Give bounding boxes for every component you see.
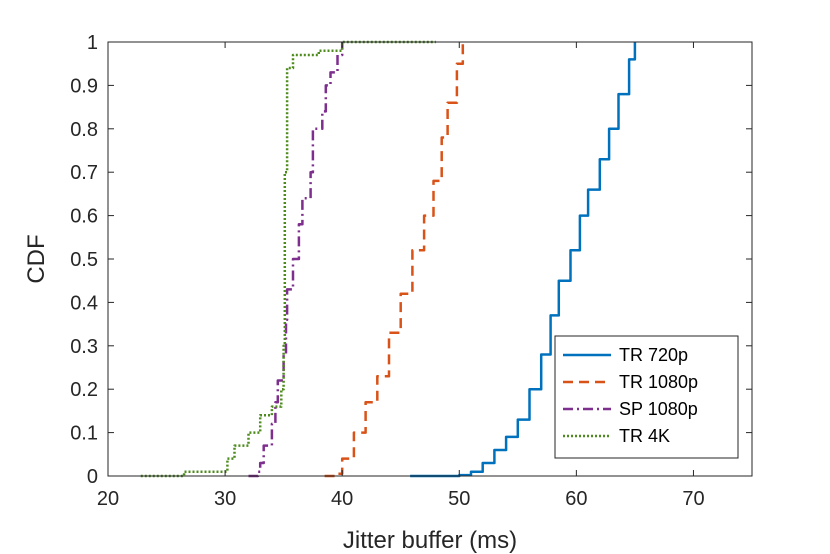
y-tick-label: 0.6 (70, 206, 98, 228)
x-axis-label: Jitter buffer (ms) (343, 527, 517, 554)
legend-label: SP 1080p (619, 399, 698, 419)
series-layer (140, 40, 637, 478)
y-tick-label: 0.4 (70, 292, 98, 314)
y-tick-label: 0.7 (70, 162, 98, 184)
y-tick-label: 0.2 (70, 379, 98, 401)
legend-label: TR 4K (619, 426, 670, 446)
x-tick-label: 30 (214, 488, 236, 510)
y-tick-label: 1 (87, 32, 98, 54)
x-tick-label: 40 (331, 488, 353, 510)
y-tick-label: 0 (87, 466, 98, 488)
x-tick-label: 20 (97, 488, 119, 510)
legend: TR 720p TR 1080p SP 1080p TR 4K (554, 335, 739, 459)
series-line-2 (248, 42, 344, 478)
axes-layer: 20 30 40 50 60 70 0 0.1 0.2 0.3 0.4 0.5 0.6 0.7 0.8 0.9… (70, 32, 753, 510)
x-tick-label: 70 (682, 488, 704, 510)
x-tick-label: 60 (565, 488, 587, 510)
series-line-3 (140, 40, 436, 478)
legend-box (554, 335, 739, 459)
legend-label: TR 1080p (619, 372, 698, 392)
y-tick-label: 0.8 (70, 119, 98, 141)
y-axis-label: CDF (23, 234, 50, 283)
legend-label: TR 720p (619, 345, 688, 365)
y-tick-label: 0.3 (70, 336, 98, 358)
y-tick-label: 0.1 (70, 423, 98, 445)
series-line-0 (410, 42, 637, 478)
series-line-1 (324, 42, 465, 478)
y-tick-label: 0.5 (70, 249, 98, 271)
y-tick-label: 0.9 (70, 75, 98, 97)
x-tick-label: 50 (448, 488, 470, 510)
